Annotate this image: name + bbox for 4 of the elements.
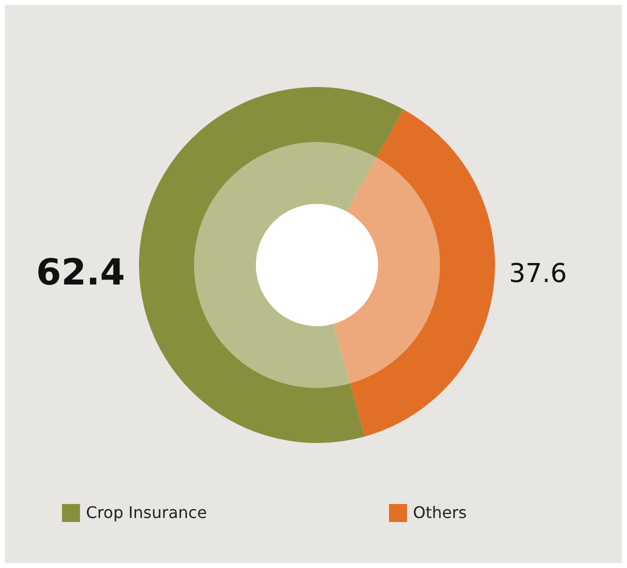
data-label: 62.4 xyxy=(36,252,125,294)
legend-label: Others xyxy=(413,503,467,522)
data-label: 37.6 xyxy=(509,258,567,289)
legend-label: Crop Insurance xyxy=(86,503,207,522)
